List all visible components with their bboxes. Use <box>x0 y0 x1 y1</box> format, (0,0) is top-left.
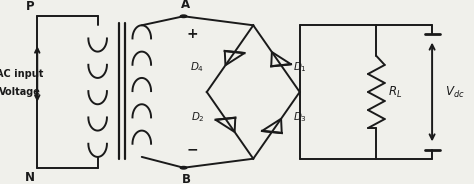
Text: A: A <box>182 0 191 11</box>
Text: $R_L$: $R_L$ <box>388 84 402 100</box>
Text: N: N <box>25 171 35 184</box>
Text: P: P <box>26 0 35 13</box>
Text: B: B <box>182 173 191 184</box>
Circle shape <box>180 15 187 17</box>
Text: +: + <box>186 27 198 41</box>
Text: $D_3$: $D_3$ <box>293 110 307 124</box>
Text: $D_1$: $D_1$ <box>293 60 307 74</box>
Text: AC input: AC input <box>0 69 43 79</box>
Text: Voltage: Voltage <box>0 87 41 97</box>
Circle shape <box>180 167 187 169</box>
Text: $D_4$: $D_4$ <box>190 60 204 74</box>
Text: −: − <box>186 143 198 157</box>
Text: $V_{dc}$: $V_{dc}$ <box>445 84 465 100</box>
Text: $D_2$: $D_2$ <box>191 110 204 124</box>
